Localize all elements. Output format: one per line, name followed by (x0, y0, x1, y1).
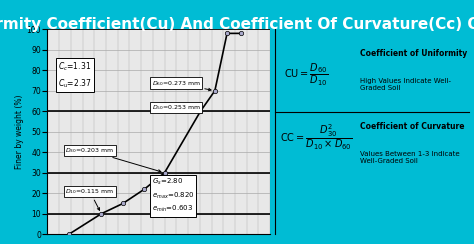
Text: $D_{10}$=0.115 mm: $D_{10}$=0.115 mm (65, 187, 115, 210)
Point (119, 202, 127, 205)
Text: $G_s$=2.80
$e_{max}$=0.820
$e_{min}$=0.603: $G_s$=2.80 $e_{max}$=0.820 $e_{min}$=0.6… (152, 177, 194, 214)
Text: $D_{30}$=0.203 mm: $D_{30}$=0.203 mm (65, 146, 161, 172)
Y-axis label: Finer by weight (%): Finer by weight (%) (15, 94, 24, 169)
Point (223, 31, 231, 35)
Point (211, 89, 219, 93)
Text: $\mathrm{CC} = \dfrac{D^2_{30}}{D_{10} \times D_{60}}$: $\mathrm{CC} = \dfrac{D^2_{30}}{D_{10} \… (280, 122, 352, 152)
Point (161, 171, 168, 175)
Text: Uniformity Coefficient(Cu) And Coefficient Of Curvature(Cc) Of Soil: Uniformity Coefficient(Cu) And Coefficie… (0, 17, 474, 32)
Text: Values Between 1-3 Indicate
Well-Graded Soil: Values Between 1-3 Indicate Well-Graded … (360, 151, 460, 164)
Point (98, 212, 105, 216)
Text: $C_c$=1.31
$C_u$=2.37: $C_c$=1.31 $C_u$=2.37 (58, 60, 92, 90)
Point (65, 232, 73, 236)
Text: $D_{50}$=0.253 mm: $D_{50}$=0.253 mm (152, 103, 201, 112)
Text: High Values Indicate Well-
Graded Soil: High Values Indicate Well- Graded Soil (360, 78, 451, 91)
Point (237, 31, 245, 35)
Point (197, 109, 204, 113)
Text: Coefficient of Uniformity: Coefficient of Uniformity (360, 49, 467, 58)
Text: $D_{60}$=0.273 mm: $D_{60}$=0.273 mm (152, 79, 211, 91)
Text: $\mathrm{CU} = \dfrac{D_{60}}{D_{10}}$: $\mathrm{CU} = \dfrac{D_{60}}{D_{10}}$ (284, 61, 329, 88)
Point (141, 187, 148, 191)
Text: Coefficient of Curvature: Coefficient of Curvature (360, 122, 465, 131)
